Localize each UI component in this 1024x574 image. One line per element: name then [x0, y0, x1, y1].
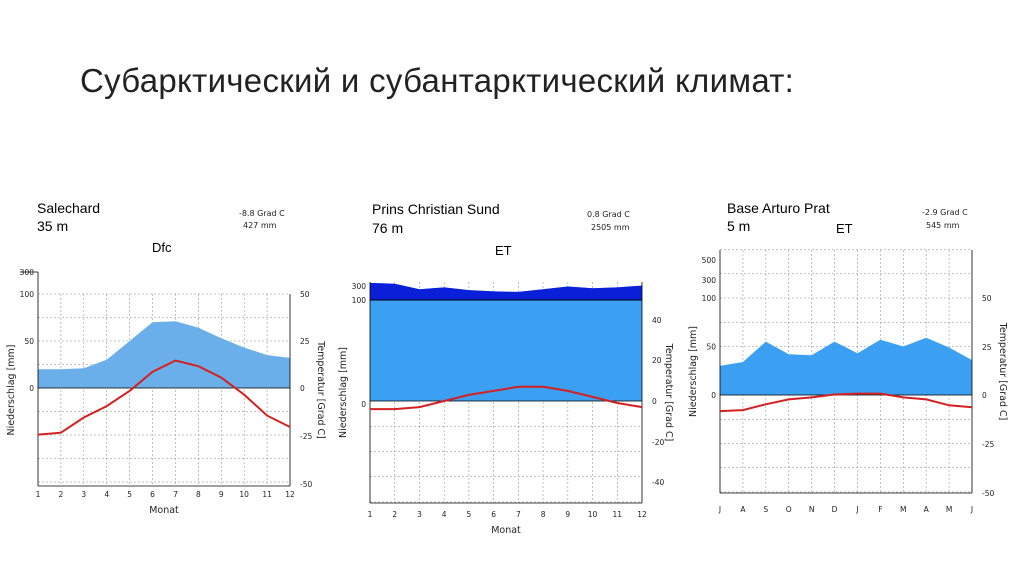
precip-tick-label: 50 — [706, 343, 716, 352]
station-name: Prins Christian Sund — [372, 201, 500, 217]
precipitation-area — [370, 282, 642, 401]
month-tick-label: 10 — [239, 490, 249, 499]
precip-tick-label: 0 — [361, 400, 366, 409]
month-tick-label: 11 — [612, 510, 622, 519]
y2-axis-label: Temperatur [Grad C] — [315, 340, 326, 439]
annual-precipitation: 545 mm — [926, 221, 960, 230]
temperature-tick-label: 0 — [300, 384, 305, 393]
mean-temperature: 0.8 Grad C — [587, 210, 630, 219]
climate-class: Dfc — [152, 240, 172, 255]
month-tick-label: 1 — [368, 510, 373, 519]
precip-tick-label: 50 — [24, 337, 34, 346]
month-tick-label: O — [786, 505, 792, 514]
station-elevation: 35 m — [37, 218, 68, 234]
precip-tick-label: 300 — [702, 276, 717, 285]
month-tick-label: 8 — [541, 510, 546, 519]
y-axis-label: Niederschlag [mm] — [338, 347, 349, 438]
x-axis-label: Monat — [491, 525, 521, 536]
climate-chart-3: Base Arturo Prat 5 m -2.9 Grad C 545 mm ET 50… — [688, 200, 1008, 514]
month-tick-label: 5 — [127, 490, 132, 499]
month-tick-label: 5 — [467, 510, 472, 519]
temperature-tick-label: -50 — [982, 489, 994, 498]
temperature-tick-label: -40 — [652, 478, 664, 487]
temperature-tick-label: 40 — [652, 316, 662, 325]
temperature-tick-label: -50 — [300, 480, 312, 489]
month-tick-label: 12 — [637, 510, 647, 519]
month-tick-label: J — [970, 505, 973, 514]
precipitation-area-over-100 — [370, 282, 642, 300]
precip-tick-label: 0 — [29, 384, 34, 393]
precip-tick-label: 100 — [702, 294, 717, 303]
month-tick-label: 2 — [59, 490, 64, 499]
month-tick-label: 4 — [442, 510, 447, 519]
precip-tick-label: 500 — [702, 256, 717, 265]
month-tick-label: 3 — [81, 490, 86, 499]
temperature-tick-label: 0 — [982, 391, 987, 400]
temperature-tick-label: 50 — [982, 294, 992, 303]
month-tick-label: 11 — [262, 490, 272, 499]
precipitation-area — [720, 337, 972, 395]
precip-tick-label: 300 — [20, 268, 35, 277]
month-tick-label: 6 — [150, 490, 155, 499]
temperature-tick-label: -25 — [300, 432, 312, 441]
month-tick-label: 1 — [36, 490, 41, 499]
month-tick-label: 3 — [417, 510, 422, 519]
y2-axis-label: Temperatur [Grad C] — [663, 343, 674, 442]
precip-tick-label: 100 — [352, 296, 367, 305]
climate-chart-2: Prins Christian Sund 76 m 0.8 Grad C 2505 m… — [338, 201, 674, 536]
month-tick-label: D — [832, 505, 838, 514]
month-tick-label: J — [855, 505, 858, 514]
month-tick-label: 4 — [104, 490, 109, 499]
y-axis-label: Niederschlag [mm] — [6, 345, 17, 436]
month-tick-label: 12 — [285, 490, 295, 499]
month-tick-label: 9 — [219, 490, 224, 499]
month-tick-label: 10 — [588, 510, 598, 519]
climate-class: ET — [495, 243, 512, 258]
climate-class: ET — [836, 221, 853, 236]
precipitation-area — [38, 321, 290, 388]
month-tick-label: 8 — [196, 490, 201, 499]
precip-tick-label: 100 — [20, 290, 35, 299]
temperature-line — [719, 392, 973, 413]
month-tick-label: 2 — [392, 510, 397, 519]
precip-tick-label: 300 — [352, 282, 367, 291]
station-elevation: 5 m — [727, 218, 750, 234]
temperature-tick-label: 25 — [982, 343, 992, 352]
temperature-line — [370, 385, 643, 411]
month-tick-label: N — [809, 505, 815, 514]
month-tick-label: M — [946, 505, 952, 514]
month-tick-label: 6 — [491, 510, 496, 519]
month-tick-label: 7 — [516, 510, 521, 519]
annual-precipitation: 427 mm — [243, 221, 277, 230]
mean-temperature: -8.8 Grad C — [239, 209, 285, 218]
mean-temperature: -2.9 Grad C — [922, 208, 968, 217]
y-axis-label: Niederschlag [mm] — [688, 326, 699, 417]
month-tick-label: A — [740, 505, 746, 514]
temperature-tick-label: 0 — [652, 397, 657, 406]
temperature-tick-label: -25 — [982, 440, 994, 449]
month-tick-label: F — [878, 505, 882, 514]
month-tick-label: A — [924, 505, 930, 514]
y2-axis-label: Temperatur [Grad C] — [997, 322, 1008, 421]
precip-tick-label: 0 — [711, 391, 716, 400]
temperature-tick-label: -20 — [652, 438, 664, 447]
temperature-tick-label: 25 — [300, 337, 310, 346]
station-name: Salechard — [37, 200, 100, 216]
temperature-line — [37, 359, 291, 436]
month-tick-label: J — [718, 505, 721, 514]
month-tick-label: S — [763, 505, 768, 514]
x-axis-label: Monat — [149, 505, 179, 516]
station-elevation: 76 m — [372, 220, 403, 236]
station-name: Base Arturo Prat — [727, 200, 830, 216]
annual-precipitation: 2505 mm — [591, 223, 630, 232]
month-tick-label: M — [900, 505, 906, 514]
temperature-tick-label: 50 — [300, 290, 310, 299]
temperature-tick-label: 20 — [652, 356, 662, 365]
month-tick-label: 9 — [565, 510, 570, 519]
slide-title: Субарктический и субантарктический клима… — [80, 62, 795, 99]
month-tick-label: 7 — [173, 490, 178, 499]
